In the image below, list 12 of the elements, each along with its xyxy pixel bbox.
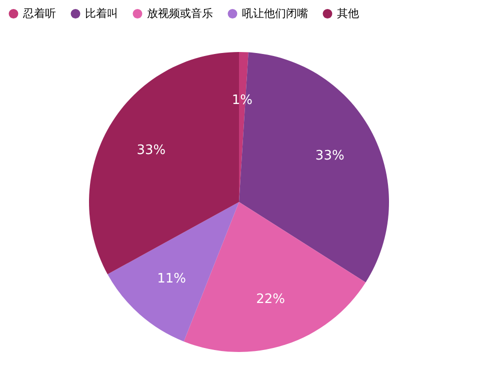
- data-label: 11%: [157, 272, 186, 287]
- data-label: 22%: [256, 292, 285, 308]
- data-label: 33%: [136, 143, 166, 158]
- data-label: 1%: [232, 93, 253, 108]
- legend-label: 比着叫: [85, 6, 118, 20]
- pie-slice: [184, 202, 366, 352]
- legend-label: 吼让他们闭嘴: [242, 6, 308, 20]
- legend-label: 其他: [337, 6, 359, 20]
- legend-label: 放视频或音乐: [147, 6, 213, 20]
- data-label: 33%: [315, 148, 344, 164]
- legend-label: 忍着听: [22, 6, 56, 20]
- pie-slice: [108, 202, 239, 342]
